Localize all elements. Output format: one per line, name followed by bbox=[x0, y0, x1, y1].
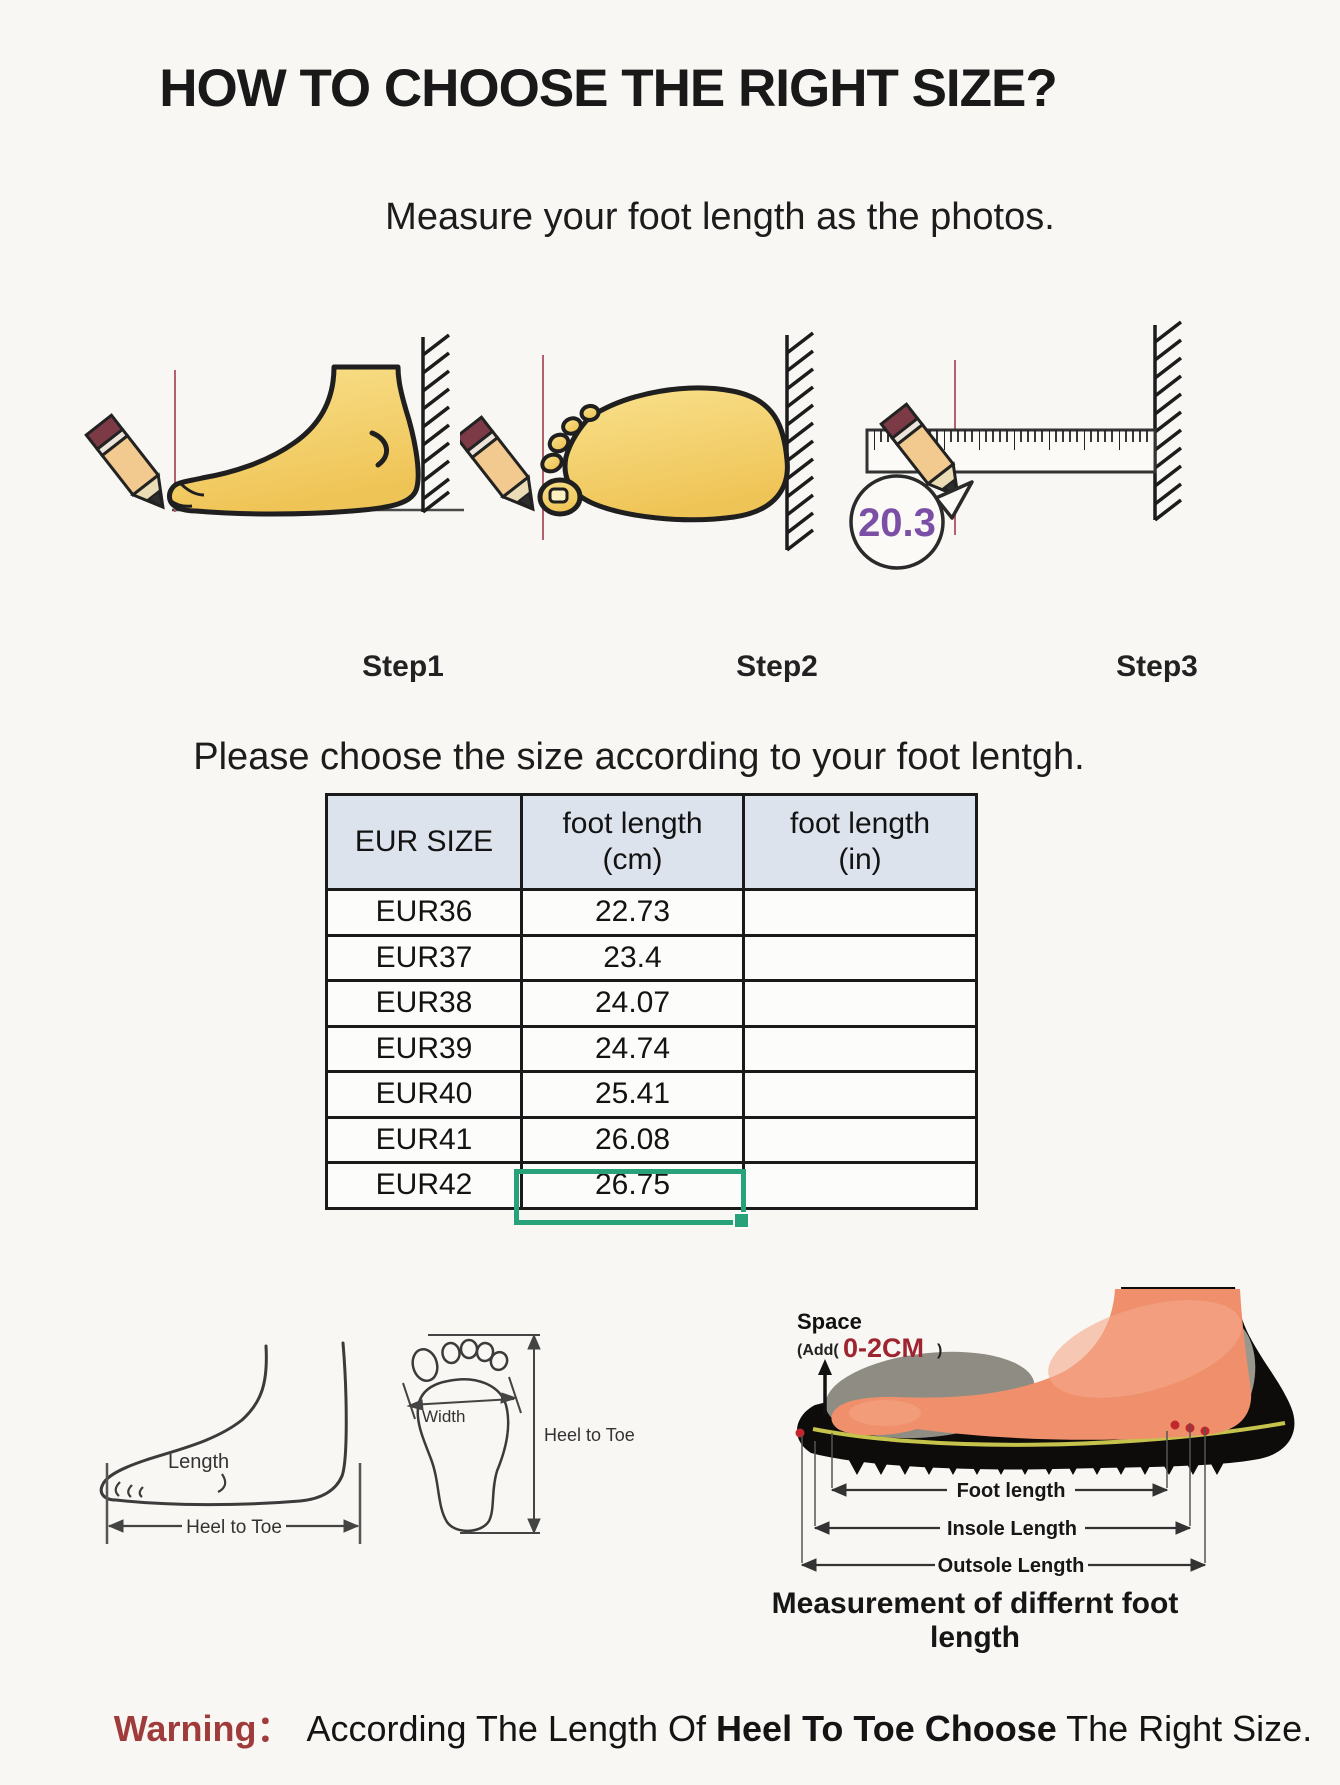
selected-cell-highlight bbox=[514, 1169, 750, 1229]
warning-label: Warning： bbox=[113, 1708, 293, 1749]
heel-to-toe-dimension bbox=[107, 1519, 360, 1533]
wall-hatch bbox=[785, 331, 815, 552]
width-label: Width bbox=[422, 1407, 465, 1426]
measurement-caption: Measurement of differnt foot length bbox=[771, 1587, 1179, 1654]
insole-length-dimension bbox=[813, 1521, 1192, 1535]
step1-foot-side-illustration bbox=[84, 333, 464, 519]
in-cell bbox=[742, 979, 978, 1028]
pencil-icon bbox=[460, 415, 547, 521]
measured-length-value: 20.3 bbox=[858, 501, 936, 545]
heel-to-toe-label: Heel to Toe bbox=[186, 1517, 282, 1538]
foot-side-drawing bbox=[167, 364, 421, 517]
step1-label: Step1 bbox=[362, 650, 444, 683]
length-pointer bbox=[217, 1473, 227, 1493]
page-title: HOW TO CHOOSE THE RIGHT SIZE? bbox=[159, 59, 1058, 118]
dimension-drop-lines bbox=[801, 1423, 1206, 1563]
outsole-length-dimension bbox=[800, 1558, 1207, 1572]
width-dimension bbox=[402, 1376, 522, 1420]
foot-length-label: Foot length bbox=[957, 1480, 1066, 1502]
warning-body-strong: Heel To Toe Choose bbox=[716, 1708, 1057, 1749]
in-cell bbox=[742, 1070, 978, 1119]
in-cell bbox=[742, 1024, 978, 1073]
col-header-foot-length-in: foot length (in) bbox=[742, 793, 978, 891]
cm-cell: 26.08 bbox=[520, 1115, 745, 1164]
step3-ruler-illustration: 20.3 bbox=[849, 320, 1183, 570]
cm-cell: 25.41 bbox=[520, 1070, 745, 1119]
insole-length-label: Insole Length bbox=[947, 1518, 1077, 1540]
step2-foot-top-illustration bbox=[460, 331, 815, 552]
footprint-width-diagram: Width Heel to Toe bbox=[402, 1333, 635, 1535]
outsole-length-label: Outsole Length bbox=[938, 1555, 1085, 1577]
subtitle: Measure your foot length as the photos. bbox=[385, 196, 1055, 238]
col-header-line: foot length bbox=[789, 807, 931, 840]
pencil-icon bbox=[84, 413, 177, 519]
col-header-line: (in) bbox=[838, 843, 882, 876]
col-header-eur-size: EUR SIZE bbox=[325, 793, 523, 891]
table-row: EUR42 26.75 bbox=[325, 1161, 978, 1210]
in-cell bbox=[742, 888, 978, 937]
wall-hatch bbox=[1153, 320, 1183, 522]
foot-outline bbox=[99, 1341, 348, 1507]
toe-lines bbox=[114, 1481, 144, 1498]
footprint-outline bbox=[411, 1338, 510, 1533]
cm-cell: 22.73 bbox=[520, 888, 745, 937]
size-table: EUR SIZE foot length (cm) foot length (i… bbox=[325, 793, 978, 1210]
table-row: EUR38 24.07 bbox=[325, 979, 978, 1028]
size-cell: EUR37 bbox=[325, 933, 523, 982]
size-cell: EUR38 bbox=[325, 979, 523, 1028]
size-cell: EUR42 bbox=[325, 1161, 523, 1210]
up-arrow-icon bbox=[818, 1359, 832, 1375]
in-cell bbox=[742, 1161, 978, 1210]
size-cell: EUR36 bbox=[325, 888, 523, 937]
measurement-bubble: 20.3 bbox=[849, 474, 974, 570]
in-cell bbox=[742, 933, 978, 982]
wall-hatch bbox=[421, 333, 451, 514]
table-intro: Please choose the size according to your… bbox=[193, 736, 1085, 778]
table-header-row: EUR SIZE foot length (cm) foot length (i… bbox=[325, 793, 978, 891]
space-add-prefix: (Add( bbox=[797, 1342, 839, 1359]
selection-fill-handle bbox=[733, 1212, 750, 1229]
size-cell: EUR40 bbox=[325, 1070, 523, 1119]
cm-cell: 24.07 bbox=[520, 979, 745, 1028]
table-row: EUR37 23.4 bbox=[325, 933, 978, 982]
col-header-foot-length-cm: foot length (cm) bbox=[520, 793, 745, 891]
space-add-value: 0-2CM bbox=[843, 1333, 924, 1363]
warning-text: Warning： According The Length Of Heel To … bbox=[86, 1700, 1340, 1752]
cm-cell: 24.74 bbox=[520, 1024, 745, 1073]
table-row: EUR40 25.41 bbox=[325, 1070, 978, 1119]
col-header-line: foot length bbox=[562, 807, 703, 840]
foot-top-drawing bbox=[537, 385, 790, 523]
heel-to-toe-dimension bbox=[428, 1333, 541, 1535]
shoe-illustration bbox=[795, 1287, 1295, 1475]
length-label: Length bbox=[168, 1451, 229, 1473]
cm-cell: 23.4 bbox=[520, 933, 745, 982]
table-row: EUR41 26.08 bbox=[325, 1115, 978, 1164]
space-label: Space bbox=[797, 1309, 862, 1334]
heel-to-toe-label: Heel to Toe bbox=[544, 1425, 635, 1445]
shoe-measurement-diagram: Space (Add( 0-2CM ) Foot length Insole L… bbox=[795, 1287, 1295, 1577]
foot-length-side-diagram: Length Heel to Toe bbox=[99, 1341, 362, 1544]
warning-body-post: The Right Size. bbox=[1056, 1708, 1313, 1749]
size-cell: EUR41 bbox=[325, 1115, 523, 1164]
table-row: EUR36 22.73 bbox=[325, 888, 978, 937]
in-cell bbox=[742, 1115, 978, 1164]
foot-length-dimension bbox=[830, 1483, 1169, 1497]
space-add-suffix: ) bbox=[937, 1342, 942, 1359]
step2-label: Step2 bbox=[736, 650, 818, 683]
size-cell: EUR39 bbox=[325, 1024, 523, 1073]
col-header-line: (cm) bbox=[602, 843, 663, 876]
table-row: EUR39 24.74 bbox=[325, 1024, 978, 1073]
step3-label: Step3 bbox=[1116, 650, 1198, 683]
space-annotation: Space (Add( 0-2CM ) bbox=[797, 1309, 942, 1415]
warning-body-pre: According The Length Of bbox=[306, 1708, 717, 1749]
